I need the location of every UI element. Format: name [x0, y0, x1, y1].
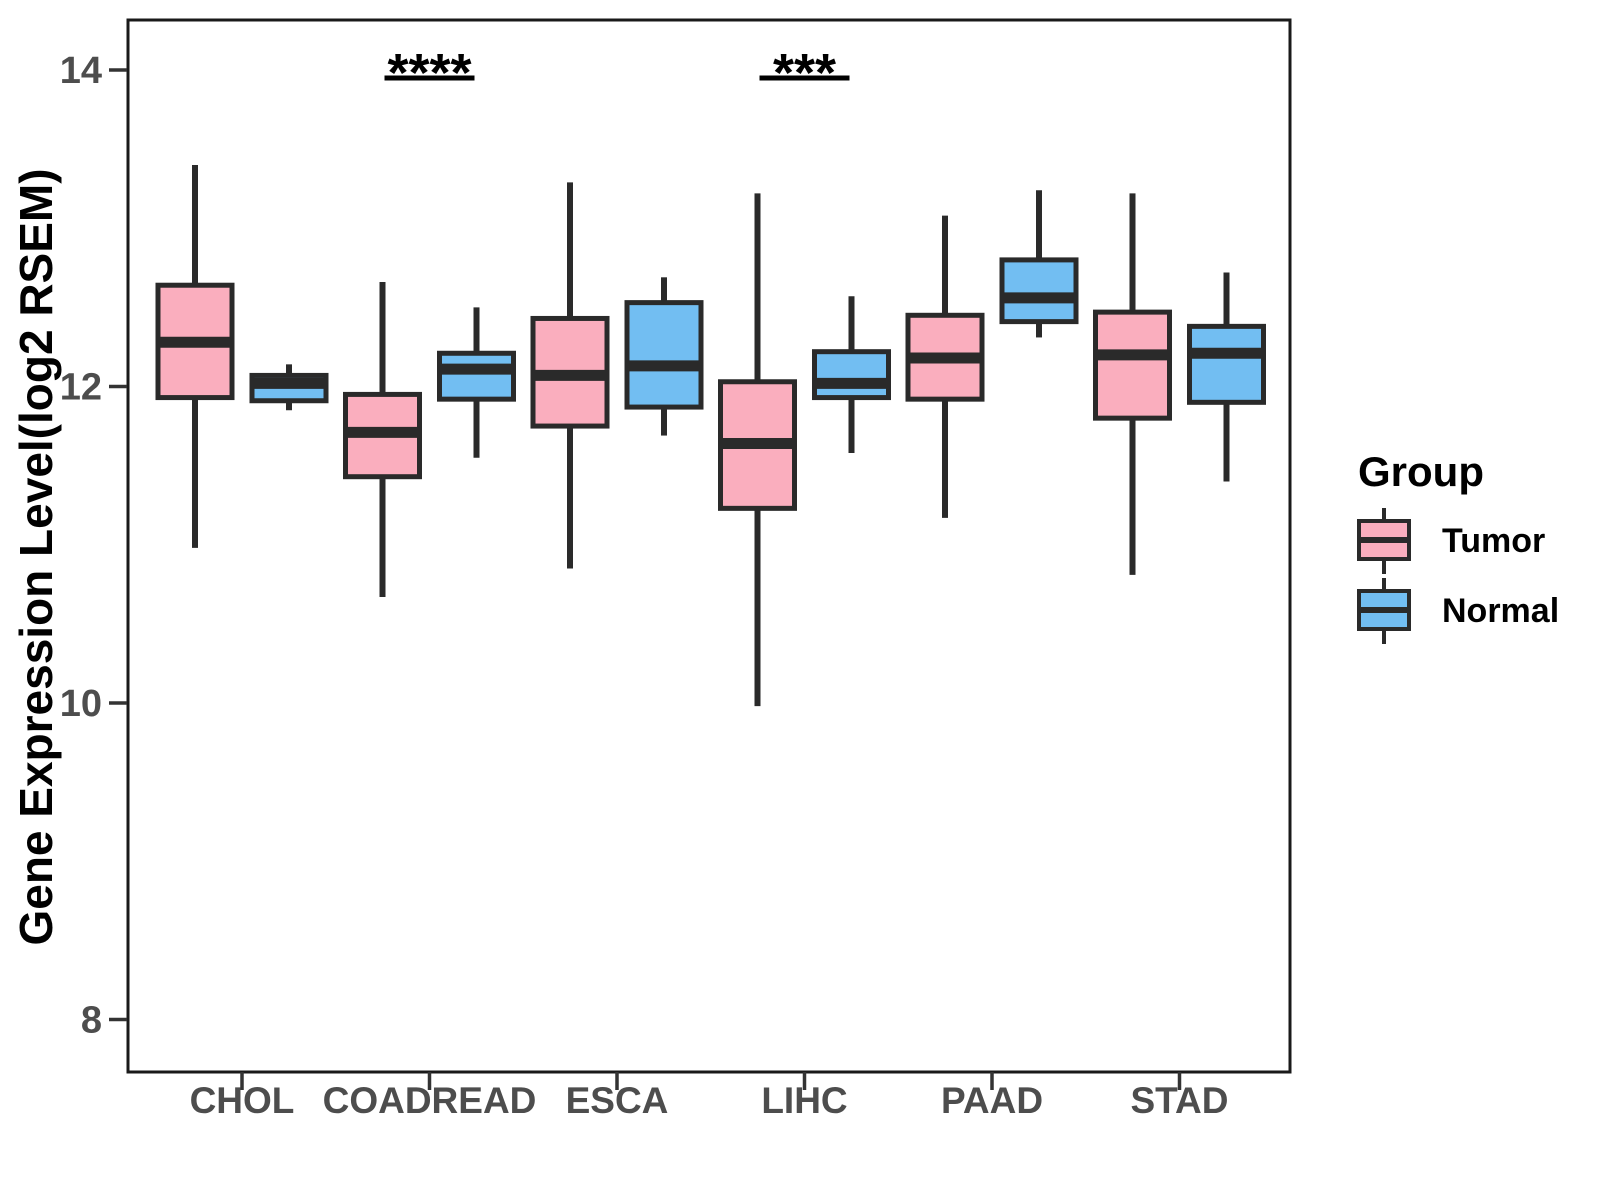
- x-tick-label-coadread: COADREAD: [323, 1080, 537, 1121]
- y-tick-label: 14: [60, 50, 102, 92]
- x-tick-label-paad: PAAD: [941, 1080, 1043, 1121]
- y-tick-label: 8: [81, 1000, 102, 1042]
- boxplot-key-glyph-tumor: [1357, 508, 1411, 574]
- legend-label-normal: Normal: [1442, 591, 1560, 630]
- significance-stars-lihc: ***: [773, 43, 836, 103]
- x-tick-label-stad: STAD: [1131, 1080, 1229, 1121]
- box-normal-paad: [999, 257, 1079, 325]
- box-normal-coadread: [437, 350, 516, 402]
- legend-label-tumor: Tumor: [1442, 521, 1546, 560]
- y-axis-title: Gene Expression Level(log2 RSEM): [10, 168, 62, 945]
- x-tick-label-lihc: LIHC: [761, 1080, 847, 1121]
- box-normal-lihc: [812, 349, 891, 401]
- box-tumor-stad: [1093, 309, 1172, 421]
- y-tick-label: 10: [60, 683, 102, 725]
- legend-entry-tumor: Tumor: [1356, 506, 1559, 576]
- x-tick-label-esca: ESCA: [566, 1080, 669, 1121]
- panel-border: [126, 18, 1292, 1074]
- box-normal-esca: [624, 300, 704, 410]
- y-tick-label: 12: [60, 367, 102, 409]
- significance-stars-coadread: ****: [387, 43, 471, 103]
- legend: Group Tumor Normal: [1356, 448, 1559, 646]
- x-tick-label-chol: CHOL: [190, 1080, 295, 1121]
- legend-title: Group: [1358, 448, 1484, 495]
- legend-entry-normal: Normal: [1356, 576, 1559, 646]
- boxplot-key-glyph-normal: [1357, 578, 1411, 644]
- box-normal-stad: [1187, 323, 1266, 405]
